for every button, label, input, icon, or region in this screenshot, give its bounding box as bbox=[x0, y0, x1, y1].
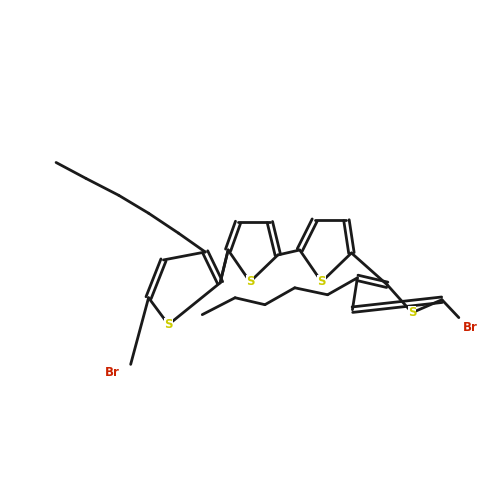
Text: Br: Br bbox=[464, 321, 478, 334]
Text: S: S bbox=[164, 318, 172, 331]
Text: Br: Br bbox=[106, 366, 120, 379]
Text: S: S bbox=[246, 276, 254, 288]
Text: S: S bbox=[408, 306, 416, 319]
Text: S: S bbox=[318, 276, 326, 288]
